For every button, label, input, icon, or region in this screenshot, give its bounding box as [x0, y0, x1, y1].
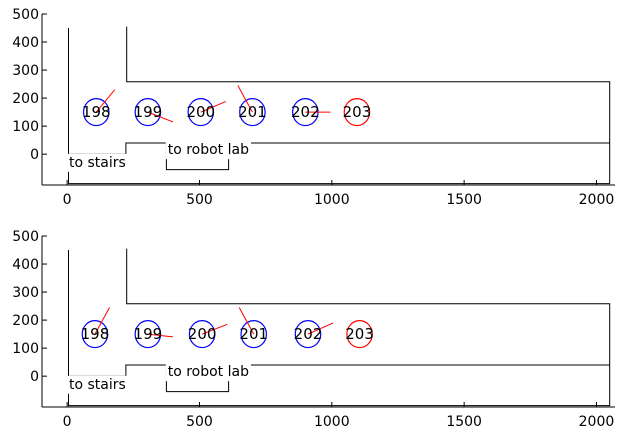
- room-label-199: 199: [134, 103, 163, 121]
- y-tick-label: 400: [12, 257, 39, 273]
- y-tick-label: 200: [12, 91, 39, 107]
- room-label-200: 200: [188, 325, 217, 343]
- x-tick-label: 0: [63, 414, 72, 430]
- room-marker-198: [82, 98, 110, 127]
- y-tick-label: 200: [12, 313, 39, 329]
- heading-line-201: [237, 85, 253, 113]
- heading-line-200: [201, 323, 228, 335]
- y-tick-label: 300: [12, 285, 39, 301]
- room-label-202: 202: [294, 325, 323, 343]
- room-label-198: 198: [81, 325, 110, 343]
- room-label-203: 203: [345, 325, 374, 343]
- x-tick-label: 1500: [446, 192, 482, 208]
- heading-line-201: [238, 307, 255, 335]
- x-tick-label: 500: [186, 192, 213, 208]
- heading-line-202: [307, 322, 334, 335]
- room-marker-200: [187, 98, 215, 127]
- region-label: to robot lab: [168, 364, 249, 380]
- room-label-203: 203: [343, 103, 372, 121]
- x-tick-label: 2000: [579, 192, 615, 208]
- y-tick-label: 300: [12, 63, 39, 79]
- x-tick-label: 0: [63, 192, 72, 208]
- chart-panel-2: 0 100 200 300 400 500 0 500 1000 1500 2000 to stair…: [12, 229, 615, 430]
- heading-line-198: [94, 307, 110, 335]
- room-marker-198: [81, 320, 109, 349]
- y-tick-label: 400: [12, 35, 39, 51]
- y-tick-label: 500: [12, 229, 39, 245]
- x-tick-label: 1500: [446, 414, 482, 430]
- y-tick-label: 0: [30, 147, 39, 163]
- hallway-boundary-a: [68, 28, 611, 185]
- room-marker-199: [134, 320, 162, 349]
- heading-line-199: [147, 111, 174, 123]
- heading-line-200: [200, 101, 227, 113]
- room-label-201: 201: [238, 103, 267, 121]
- heading-line-198: [95, 89, 116, 113]
- room-marker-200: [188, 320, 216, 349]
- heading-line-199: [147, 333, 174, 338]
- room-marker-202: [294, 320, 322, 349]
- region-label: to robot lab: [168, 142, 249, 158]
- y-tick-label: 500: [12, 7, 39, 23]
- x-tick-label: 2000: [579, 414, 615, 430]
- region-label: to stairs: [69, 377, 126, 393]
- room-label-199: 199: [134, 325, 163, 343]
- room-marker-203: [346, 320, 373, 349]
- region-label-bg: [165, 363, 251, 382]
- region-label-bg: [66, 375, 128, 394]
- room-marker-199: [134, 98, 162, 127]
- x-tick-label: 1000: [314, 192, 350, 208]
- hallway-boundary-b: [126, 26, 611, 143]
- hallway-boundary-b: [126, 248, 611, 365]
- room-marker-201: [240, 320, 268, 349]
- room-label-198: 198: [82, 103, 111, 121]
- region-label-bg: [66, 153, 128, 172]
- chart-panel-1: 0 100 200 300 400 500 0 500 1000 1500 2000 to stair…: [12, 7, 615, 208]
- room-label-202: 202: [291, 103, 320, 121]
- region-label: to stairs: [69, 155, 126, 171]
- y-tick-label: 100: [12, 341, 39, 357]
- room-marker-201: [239, 98, 266, 127]
- room-marker-203: [343, 98, 371, 127]
- y-tick-label: 0: [30, 369, 39, 385]
- x-tick-label: 500: [186, 414, 213, 430]
- room-label-201: 201: [239, 325, 268, 343]
- hallway-boundary-a: [68, 250, 611, 407]
- room-label-200: 200: [186, 103, 215, 121]
- y-tick-label: 100: [12, 119, 39, 135]
- region-label-bg: [165, 141, 251, 160]
- x-tick-label: 1000: [314, 414, 350, 430]
